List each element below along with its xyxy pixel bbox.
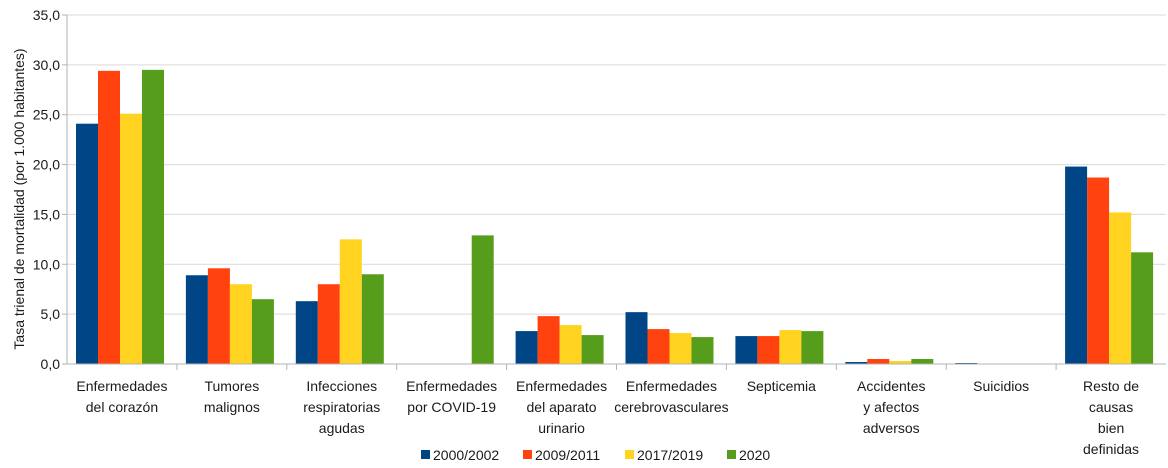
bar	[98, 70, 120, 364]
bar	[339, 239, 362, 364]
legend-label: 2017/2019	[637, 447, 703, 463]
bar	[251, 299, 274, 364]
x-tick-label: Infecciones respiratorias agudas	[303, 378, 380, 436]
bar	[142, 69, 164, 364]
x-tick-label: Enfermedades del aparato urinario	[516, 378, 607, 436]
bar	[867, 359, 890, 364]
bar	[669, 333, 692, 364]
axes: 0,0 5,0 10,0 15,0 20,0 25,0 30,0 35,0	[33, 7, 1166, 372]
x-tick-label: Enfermedades del corazón	[76, 378, 167, 415]
x-tick-label: Enfermedades por COVID-19	[406, 378, 497, 415]
y-tick-label: 5,0	[41, 306, 61, 322]
bar	[691, 337, 714, 364]
bar	[295, 301, 318, 364]
y-tick-label: 10,0	[33, 256, 60, 272]
x-tick-label: Septicemia	[747, 378, 816, 394]
bar	[801, 331, 824, 364]
bar	[185, 275, 208, 364]
x-tick-label: Enfermedades cerebrovasculares	[614, 378, 728, 415]
legend-swatch	[727, 450, 736, 459]
legend: 2000/2002 2009/2011 2017/2019 2020	[421, 447, 770, 463]
legend-swatch	[421, 450, 430, 459]
bar	[559, 325, 582, 364]
category-labels: Enfermedades del corazón Tumores malignos In…	[76, 378, 1139, 457]
bar	[845, 362, 868, 364]
y-tick-label: 15,0	[33, 206, 60, 222]
y-tick-label: 35,0	[33, 7, 60, 23]
bar	[1131, 252, 1154, 364]
bar	[1065, 166, 1088, 364]
x-tick-label: Resto de causas bien definidas	[1083, 378, 1139, 457]
legend-swatch	[523, 450, 532, 459]
x-tick-label: Tumores malignos	[204, 378, 260, 415]
bar	[317, 284, 340, 364]
x-tick-label: Suicidios	[973, 378, 1029, 394]
bar	[647, 329, 670, 364]
y-tick-label: 30,0	[33, 57, 60, 73]
y-tick-label: 25,0	[33, 107, 60, 123]
bar	[625, 312, 648, 364]
y-tick-label: 0,0	[41, 356, 61, 372]
bar	[120, 113, 142, 365]
bars	[76, 69, 1154, 365]
legend-swatch	[625, 450, 634, 459]
bar	[537, 316, 560, 364]
bar	[471, 235, 494, 364]
y-axis-title: Tasa trienal de mortalidad (por 1.000 ha…	[11, 48, 27, 349]
y-tick-label: 20,0	[33, 157, 60, 173]
bar	[911, 359, 934, 364]
bar	[735, 336, 758, 364]
bar	[229, 284, 252, 364]
bar	[889, 361, 912, 364]
bar	[515, 331, 538, 364]
bar	[779, 330, 802, 364]
bar	[581, 335, 604, 364]
bar	[1087, 177, 1110, 364]
bar	[207, 268, 230, 364]
legend-label: 2020	[739, 447, 770, 463]
bar	[757, 336, 780, 364]
bar	[361, 274, 384, 364]
bar	[1109, 212, 1132, 364]
legend-label: 2000/2002	[433, 447, 499, 463]
x-tick-label: Accidentes y afectos adversos	[857, 378, 925, 436]
legend-label: 2009/2011	[535, 447, 600, 463]
bar	[76, 123, 98, 364]
